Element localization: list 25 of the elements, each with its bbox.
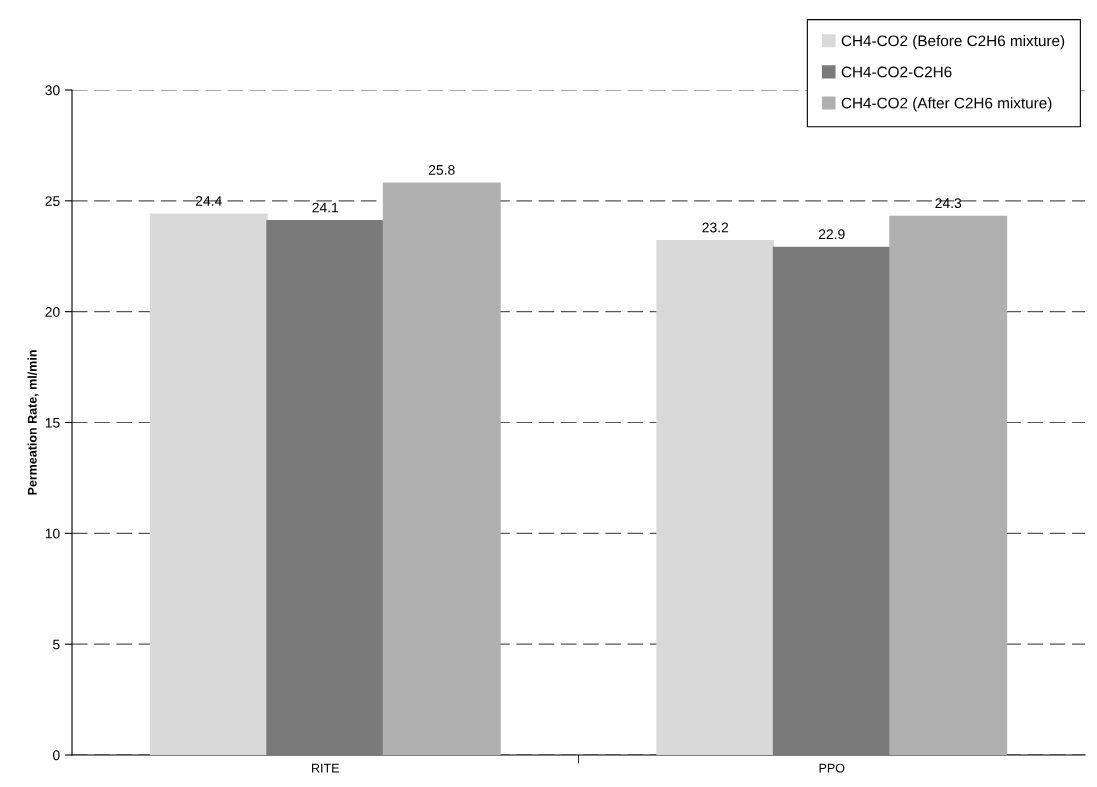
- data-label: 24.1: [312, 202, 339, 213]
- y-tick-label: 10: [45, 528, 60, 539]
- y-axis-title: Permeation Rate, ml/min: [27, 350, 39, 495]
- x-tick-label: PPO: [819, 763, 845, 773]
- legend-label: CH4-CO2 (Before C2H6 mixture): [841, 35, 1065, 50]
- data-label: 25.8: [428, 164, 455, 175]
- y-tick-label: 25: [45, 196, 60, 206]
- bar: [656, 240, 775, 755]
- bar: [772, 246, 891, 755]
- y-tick-label: 20: [45, 307, 60, 317]
- y-tick-label: 15: [45, 417, 60, 428]
- y-tick-label: 0: [53, 750, 60, 761]
- y-tick-label: 5: [53, 639, 60, 650]
- bar: [266, 220, 385, 755]
- bar: [889, 215, 1008, 755]
- data-label: 23.2: [702, 222, 729, 233]
- data-label: 22.9: [818, 229, 845, 240]
- y-tick-label: 30: [45, 85, 60, 96]
- legend-label: CH4-CO2 (After C2H6 mixture): [841, 97, 1052, 112]
- bar: [382, 182, 501, 755]
- bar: [149, 213, 268, 755]
- legend-label: CH4-CO2-C2H6: [841, 66, 952, 78]
- data-label: 24.4: [195, 196, 222, 206]
- x-tick-label: RITE: [312, 763, 339, 773]
- data-label: 24.3: [935, 198, 962, 209]
